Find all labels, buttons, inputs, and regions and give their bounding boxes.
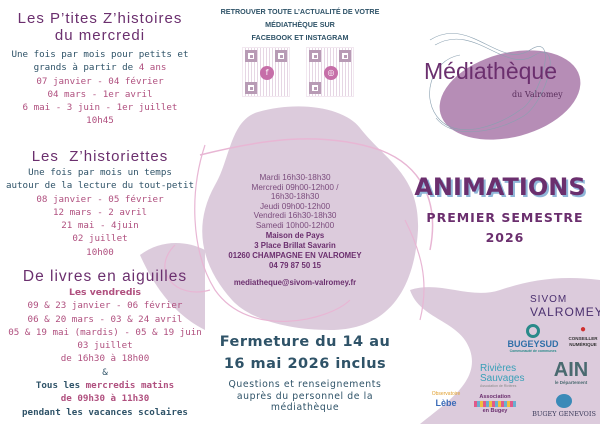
date-line: 07 janvier - 04 février xyxy=(36,75,164,87)
date-line: 08 janvier - 05 février xyxy=(36,193,164,205)
ampersand: & xyxy=(102,366,108,378)
date-line: 05 & 19 mai (mardis) - 05 & 19 juin xyxy=(8,326,202,338)
facebook-qr-code[interactable]: f xyxy=(242,47,290,97)
historiettes-section: Les Z’historiettes Une fois par mois un … xyxy=(0,148,200,259)
time-line: de 16h30 à 18h00 xyxy=(60,353,150,365)
description: autour de la lecture du tout-petit xyxy=(5,180,195,192)
date-line: 6 mai - 3 juin - 1er juillet xyxy=(22,102,178,114)
ain-departement-logo: AIN le Département xyxy=(553,359,589,385)
bugey-genevois-logo: BUGEY GENEVOIS xyxy=(528,394,600,418)
bugeysud-logo: BUGEYSUD Communauté de communes xyxy=(503,324,563,354)
date-line: 03 juillet xyxy=(77,340,133,352)
section-title: De livres en aiguilles xyxy=(22,268,188,285)
rivieres-sauvages-logo: Rivières Sauvages Association de Rivières xyxy=(480,363,525,389)
ptites-histoires-section: Les P’tites Z’histoires du mercredi Une … xyxy=(0,10,200,128)
extra-line: pendant les vacances scolaires xyxy=(22,406,188,418)
instagram-qr-code[interactable]: ◎ xyxy=(306,47,354,97)
extra-line: de 09h30 à 11h30 xyxy=(60,393,150,405)
association-logo: Association en Bugey xyxy=(474,393,516,415)
date-line: 06 & 20 mars - 03 & 24 avril xyxy=(27,313,183,325)
date-line: 04 mars - 1er avril xyxy=(47,88,153,100)
time-line: 10h00 xyxy=(86,246,114,258)
closure-notice: Fermeture du 14 au 16 mai 2026 inclus xyxy=(219,334,391,372)
mediatheque-logo-title: Médiathèque xyxy=(424,58,557,84)
aiguilles-section: De livres en aiguilles Les vendredis 09 … xyxy=(0,268,210,419)
date-line: 21 mai - 4juin xyxy=(61,220,139,232)
extra-line: Tous les mercredis matins xyxy=(35,380,175,392)
conseiller-numerique-logo: ● CONSEILLER NUMÉRIQUE xyxy=(568,324,598,347)
date-line: 12 mars - 2 avril xyxy=(52,206,148,218)
facebook-icon: f xyxy=(260,66,274,80)
mediatheque-logo-subtitle: du Valromey xyxy=(512,90,563,99)
questions-text: Questions et renseignements auprès du per… xyxy=(228,379,382,413)
section-title: du mercredi xyxy=(54,27,146,44)
description: Une fois par mois un temps xyxy=(28,167,172,178)
date-line: 09 & 23 janvier - 06 février xyxy=(27,300,183,312)
sivom-logo: SIVOM VALROMEY xyxy=(530,294,600,319)
description: Une fois par mois pour petits et xyxy=(11,49,189,60)
headline-subtitle: PREMIER SEMESTRE 2026 xyxy=(426,210,584,245)
time-line: 10h45 xyxy=(86,115,114,127)
date-line: 02 juillet xyxy=(72,233,128,245)
opening-hours: Mardi 16h30-18h30 Mercredi 09h00-12h00 /1… xyxy=(251,173,339,230)
headline-title: ANIMATIONS xyxy=(414,173,586,201)
instagram-icon: ◎ xyxy=(324,66,338,80)
observatoire-lebe-logo: Observatoire Lèbe xyxy=(431,391,461,408)
section-title: Les P’tites Z’histoires xyxy=(17,10,183,27)
email-link[interactable]: mediatheque@sivom-valromey.fr xyxy=(233,278,357,287)
section-title: Les Z’historiettes xyxy=(31,148,169,165)
social-text: RETROUVER TOUTE L’ACTUALITÉ DE VOTRE MÉDI… xyxy=(220,7,380,42)
address: Maison de Pays 3 Place Brillat Savarin 012… xyxy=(228,231,362,270)
description: grands à partir de 4 ans xyxy=(33,62,167,74)
subtitle: Les vendredis xyxy=(68,287,142,298)
